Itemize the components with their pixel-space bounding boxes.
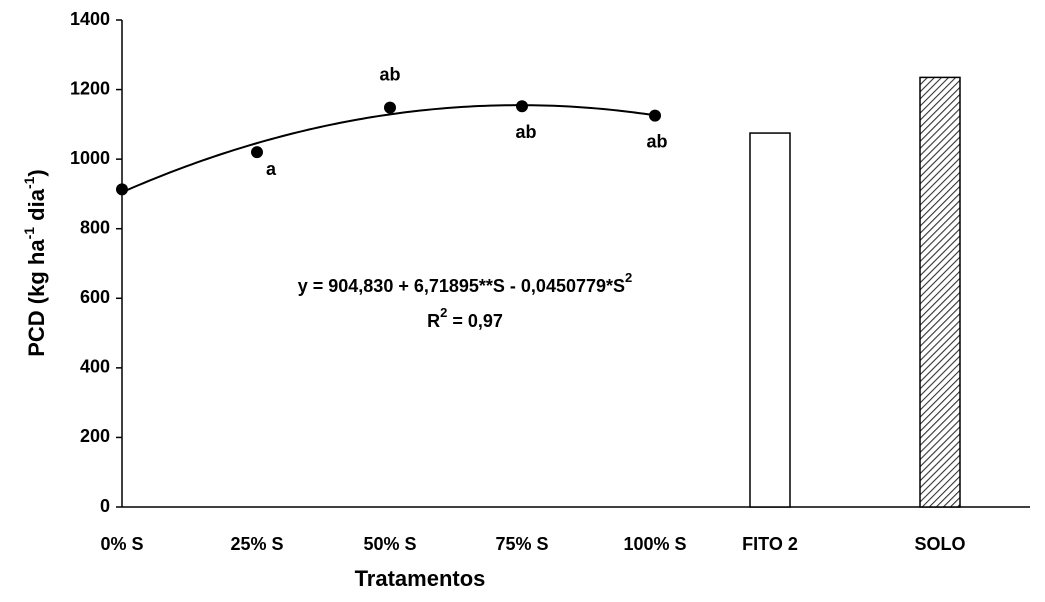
point	[649, 109, 661, 122]
y-tick-label: 1000	[70, 148, 110, 168]
y-title-sup: -1	[21, 176, 37, 189]
y-title-sup: -1	[21, 227, 37, 240]
x-tick-label: SOLO	[914, 534, 965, 554]
point	[116, 183, 128, 196]
point	[251, 146, 263, 159]
y-title-part: )	[24, 169, 49, 176]
y-tick-label: 0	[100, 496, 110, 516]
y-tick-label: 600	[80, 287, 110, 307]
y-tick-label: 1200	[70, 78, 110, 98]
point	[384, 101, 396, 114]
y-axis-title: PCD (kg ha-1 dia-1)	[21, 169, 49, 357]
y-tick-label: 1400	[70, 9, 110, 29]
x-tick-label: FITO 2	[742, 534, 798, 554]
x-tick-label: 100% S	[623, 534, 686, 554]
x-tick-label: 25% S	[230, 534, 283, 554]
x-axis-title: Tratamentos	[355, 566, 486, 591]
point-annotation: ab	[646, 131, 667, 151]
y-title-part: PCD (kg ha	[24, 239, 49, 357]
equation-text: y = 904,830 + 6,71895**S - 0,0450779*S	[298, 276, 625, 296]
y-tick-label: 200	[80, 426, 110, 446]
point-annotation: a	[266, 159, 277, 179]
x-tick-label: 50% S	[363, 534, 416, 554]
r2-sup: 2	[440, 305, 447, 320]
fit-curve	[121, 104, 656, 194]
y-tick-label: 400	[80, 357, 110, 377]
y-title-part: dia	[24, 188, 49, 227]
point	[516, 100, 528, 113]
r2-text: = 0,97	[447, 311, 503, 331]
bar	[919, 76, 961, 508]
x-tick-label: 75% S	[495, 534, 548, 554]
bar	[749, 132, 791, 508]
fit-equation: y = 904,830 + 6,71895**S - 0,0450779*S2	[298, 270, 633, 295]
y-tick-label: 800	[80, 217, 110, 237]
equation-sup: 2	[625, 270, 632, 285]
x-tick-label: 0% S	[100, 534, 143, 554]
point-annotation: ab	[379, 64, 400, 84]
r2-text: R	[427, 311, 440, 331]
fit-r2: R2 = 0,97	[427, 305, 503, 330]
point-annotation: ab	[515, 122, 536, 142]
